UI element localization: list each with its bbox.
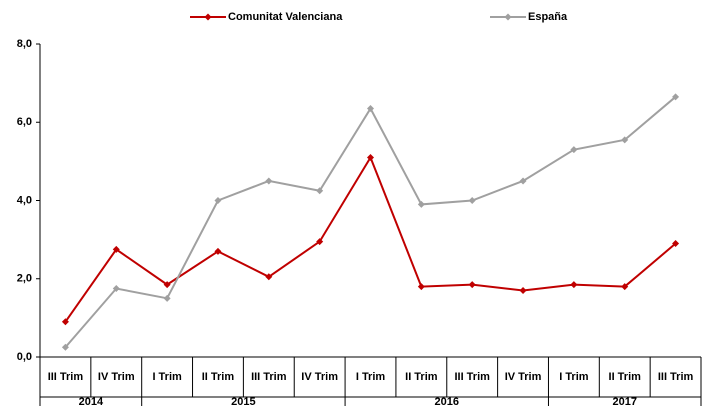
marker — [621, 136, 629, 144]
x-tick-label: III Trim — [454, 371, 490, 383]
year-label: 2015 — [231, 396, 255, 406]
x-tick-label: I Trim — [559, 371, 589, 383]
x-tick-label: I Trim — [152, 371, 182, 383]
x-tick-label: III Trim — [251, 371, 287, 383]
marker — [367, 105, 374, 113]
legend-marker — [504, 13, 512, 21]
marker — [265, 177, 273, 185]
marker — [316, 238, 324, 246]
x-tick-label: II Trim — [609, 371, 642, 383]
marker — [367, 153, 374, 161]
marker — [519, 286, 527, 294]
x-tick-label: II Trim — [202, 371, 235, 383]
x-tick-label: III Trim — [48, 371, 84, 383]
marker — [265, 273, 273, 281]
legend-marker — [204, 13, 212, 21]
legend-label: España — [528, 11, 568, 23]
y-tick-label: 8,0 — [17, 38, 32, 50]
year-label: 2017 — [612, 396, 636, 406]
marker — [163, 281, 171, 289]
marker — [112, 285, 120, 293]
legend-label: Comunitat Valenciana — [228, 11, 343, 23]
y-tick-label: 6,0 — [17, 116, 32, 128]
marker — [468, 197, 476, 204]
marker — [570, 146, 578, 154]
marker — [61, 343, 69, 351]
marker — [316, 187, 324, 195]
marker — [672, 93, 680, 101]
marker — [112, 245, 120, 253]
marker — [417, 283, 425, 291]
series-line — [64, 96, 677, 348]
x-tick-label: III Trim — [658, 371, 694, 383]
marker — [570, 281, 578, 289]
y-tick-label: 2,0 — [17, 273, 32, 285]
x-tick-label: IV Trim — [98, 371, 135, 383]
marker — [519, 177, 527, 185]
marker — [163, 294, 171, 302]
marker — [214, 247, 222, 255]
marker — [61, 318, 69, 326]
year-label: 2014 — [79, 396, 104, 406]
marker — [621, 283, 629, 291]
marker — [468, 281, 476, 289]
x-tick-label: II Trim — [405, 371, 438, 383]
x-tick-label: IV Trim — [505, 371, 542, 383]
x-tick-label: IV Trim — [301, 371, 338, 383]
marker — [672, 240, 680, 248]
y-tick-label: 0,0 — [17, 351, 32, 363]
marker — [417, 200, 425, 208]
x-tick-label: I Trim — [356, 371, 386, 383]
marker — [214, 197, 222, 204]
y-tick-label: 4,0 — [17, 194, 32, 206]
year-label: 2016 — [435, 396, 459, 406]
